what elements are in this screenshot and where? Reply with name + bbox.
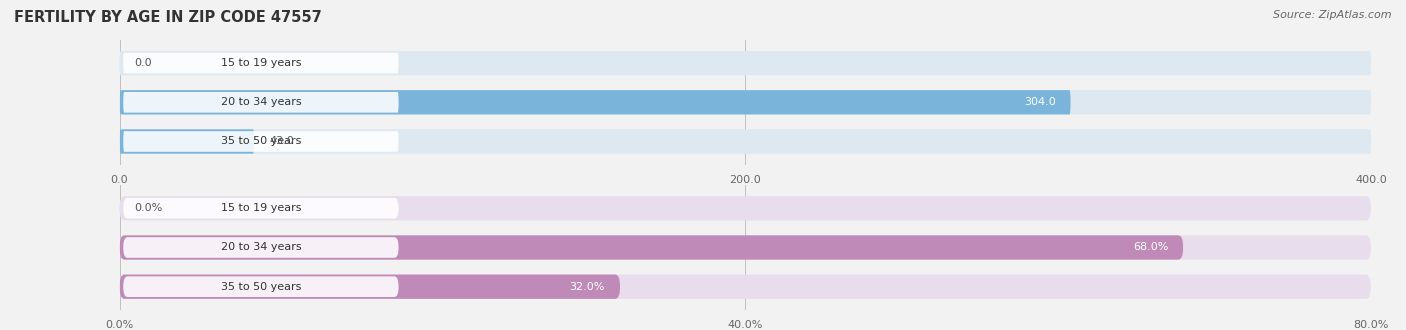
Text: Source: ZipAtlas.com: Source: ZipAtlas.com (1274, 10, 1392, 20)
FancyBboxPatch shape (124, 53, 398, 74)
FancyBboxPatch shape (120, 129, 1371, 154)
Text: 20 to 34 years: 20 to 34 years (221, 243, 301, 252)
FancyBboxPatch shape (124, 237, 398, 258)
FancyBboxPatch shape (124, 276, 398, 297)
FancyBboxPatch shape (120, 235, 1371, 260)
Text: 68.0%: 68.0% (1133, 243, 1168, 252)
Text: 35 to 50 years: 35 to 50 years (221, 137, 301, 147)
Text: 43.0: 43.0 (269, 137, 294, 147)
FancyBboxPatch shape (120, 275, 1371, 299)
FancyBboxPatch shape (120, 129, 254, 154)
FancyBboxPatch shape (124, 131, 398, 152)
FancyBboxPatch shape (120, 90, 1070, 115)
FancyBboxPatch shape (120, 51, 1371, 75)
FancyBboxPatch shape (120, 196, 1371, 220)
Text: FERTILITY BY AGE IN ZIP CODE 47557: FERTILITY BY AGE IN ZIP CODE 47557 (14, 10, 322, 25)
FancyBboxPatch shape (124, 92, 398, 113)
FancyBboxPatch shape (120, 275, 620, 299)
Text: 35 to 50 years: 35 to 50 years (221, 282, 301, 292)
FancyBboxPatch shape (120, 90, 1371, 115)
Text: 0.0: 0.0 (135, 58, 152, 68)
FancyBboxPatch shape (120, 235, 1182, 260)
Text: 304.0: 304.0 (1024, 97, 1056, 107)
Text: 20 to 34 years: 20 to 34 years (221, 97, 301, 107)
Text: 0.0%: 0.0% (135, 203, 163, 213)
Text: 15 to 19 years: 15 to 19 years (221, 203, 301, 213)
Text: 15 to 19 years: 15 to 19 years (221, 58, 301, 68)
Text: 32.0%: 32.0% (569, 282, 605, 292)
FancyBboxPatch shape (124, 198, 398, 219)
